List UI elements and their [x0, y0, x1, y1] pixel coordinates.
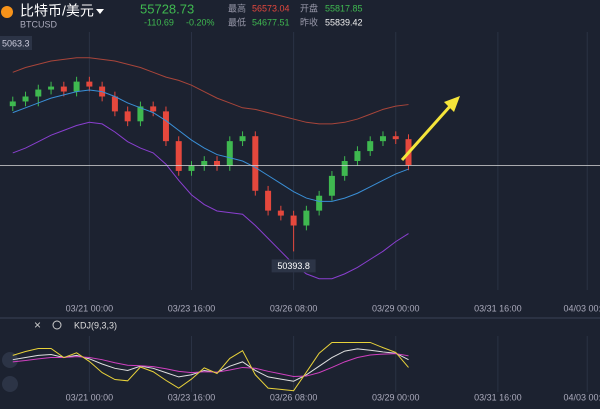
- settings-icon[interactable]: [52, 320, 62, 330]
- low-label: 最低: [228, 16, 246, 27]
- candle-body: [214, 161, 221, 166]
- candle-body: [239, 136, 246, 142]
- dropdown-arrow[interactable]: [96, 9, 104, 14]
- candle-body: [252, 136, 259, 191]
- high-label: 最高: [228, 2, 246, 13]
- indicator-title: KDJ(9,3,3): [74, 320, 117, 330]
- tool-button[interactable]: [2, 352, 18, 368]
- candle-body: [265, 190, 272, 211]
- candle-body: [162, 111, 169, 142]
- x-tick-label: 04/03 00:00: [563, 303, 600, 313]
- candle-body: [124, 111, 131, 122]
- x-tick-label: 03/21 00:00: [66, 392, 114, 402]
- candle-body: [201, 161, 208, 166]
- candle-body: [354, 151, 361, 161]
- x-tick-label: 03/23 16:00: [168, 303, 216, 313]
- candle-body: [303, 210, 310, 226]
- x-tick-label: 03/29 00:00: [372, 392, 420, 402]
- x-tick-label: 03/23 16:00: [168, 392, 216, 402]
- candle-body: [137, 106, 144, 122]
- band-line: [12, 89, 409, 202]
- candle-body: [9, 101, 16, 107]
- btc-icon: [1, 6, 13, 18]
- indicator-line: [12, 353, 409, 377]
- x-tick-label: 03/26 08:00: [270, 392, 318, 402]
- x-tick-label: 03/31 16:00: [474, 303, 522, 313]
- candle-body: [188, 165, 195, 171]
- band-line: [12, 57, 409, 125]
- candle-body: [341, 161, 348, 176]
- prev-label: 昨收: [300, 16, 318, 27]
- symbol: BTCUSD: [20, 19, 58, 29]
- candle-body: [150, 106, 157, 112]
- low-label-box: [271, 259, 316, 273]
- low: 54677.51: [252, 17, 290, 27]
- change: -110.69: [144, 17, 174, 27]
- candle-body: [60, 86, 67, 92]
- candle-body: [277, 210, 284, 216]
- candle-body: [175, 141, 182, 171]
- x-tick-label: 03/31 16:00: [474, 392, 522, 402]
- candle-body: [48, 86, 55, 90]
- band-line: [12, 121, 409, 280]
- candle-body: [226, 141, 233, 166]
- low-label: 50393.8: [277, 261, 310, 271]
- tool-button[interactable]: [2, 376, 18, 392]
- edge-label-box: [0, 36, 32, 50]
- x-tick-label: 03/26 08:00: [270, 303, 318, 313]
- candle-body: [316, 195, 323, 211]
- open-label: 开盘: [300, 2, 318, 13]
- arrow: [400, 103, 454, 161]
- candle-body: [379, 136, 386, 142]
- open: 55817.85: [325, 3, 363, 13]
- candle-body: [111, 96, 118, 112]
- close-panel[interactable]: ×: [34, 318, 41, 332]
- x-tick-label: 03/29 00:00: [372, 303, 420, 313]
- candle-body: [22, 96, 29, 102]
- arrow-head: [444, 96, 460, 112]
- candle-body: [367, 141, 374, 152]
- candle-body: [290, 215, 297, 226]
- candle-body: [35, 89, 42, 97]
- indicator-line: [12, 341, 409, 392]
- change-pct: -0.20%: [186, 17, 215, 27]
- candle-body: [328, 175, 335, 196]
- x-tick-label: 03/21 00:00: [66, 303, 114, 313]
- edge-label: 5063.3: [2, 38, 30, 48]
- instrument-title[interactable]: 比特币/美元: [20, 3, 94, 19]
- candle-body: [73, 81, 80, 92]
- candle-body: [86, 81, 93, 87]
- candle-body: [392, 136, 399, 140]
- last-price: 55728.73: [140, 1, 194, 16]
- high: 56573.04: [252, 3, 290, 13]
- prev-close: 55839.42: [325, 17, 363, 27]
- x-tick-label: 04/03 00:00: [563, 392, 600, 402]
